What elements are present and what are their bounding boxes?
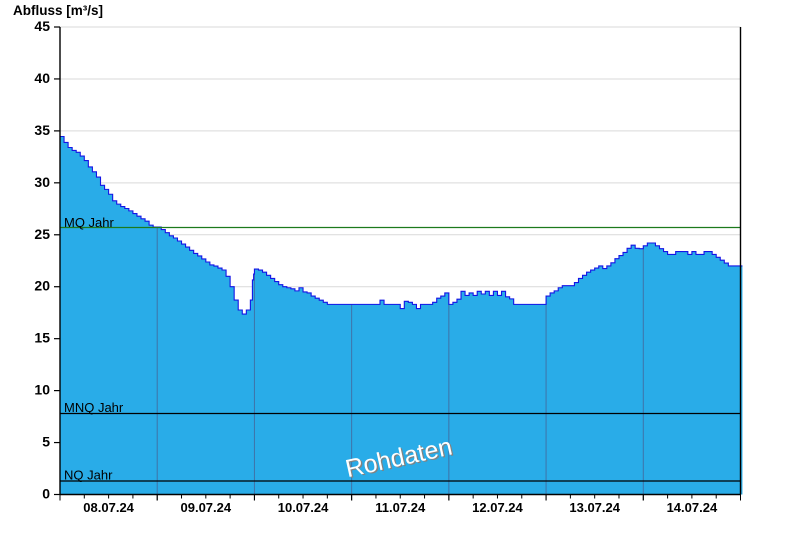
svg-text:40: 40	[34, 70, 50, 86]
svg-text:25: 25	[34, 226, 50, 242]
svg-text:45: 45	[34, 18, 50, 34]
svg-text:13.07.24: 13.07.24	[569, 500, 620, 515]
svg-text:MNQ Jahr: MNQ Jahr	[64, 400, 124, 415]
svg-text:20: 20	[34, 278, 50, 294]
svg-text:15: 15	[34, 330, 50, 346]
svg-text:10: 10	[34, 382, 50, 398]
svg-text:08.07.24: 08.07.24	[83, 500, 134, 515]
svg-text:09.07.24: 09.07.24	[181, 500, 232, 515]
svg-text:12.07.24: 12.07.24	[472, 500, 523, 515]
svg-text:5: 5	[42, 434, 50, 450]
svg-text:14.07.24: 14.07.24	[667, 500, 718, 515]
svg-text:0: 0	[42, 486, 50, 502]
svg-text:NQ Jahr: NQ Jahr	[64, 468, 113, 483]
svg-text:10.07.24: 10.07.24	[278, 500, 329, 515]
svg-text:30: 30	[34, 174, 50, 190]
svg-text:11.07.24: 11.07.24	[375, 500, 426, 515]
svg-text:35: 35	[34, 122, 50, 138]
svg-text:MQ Jahr: MQ Jahr	[64, 215, 115, 230]
